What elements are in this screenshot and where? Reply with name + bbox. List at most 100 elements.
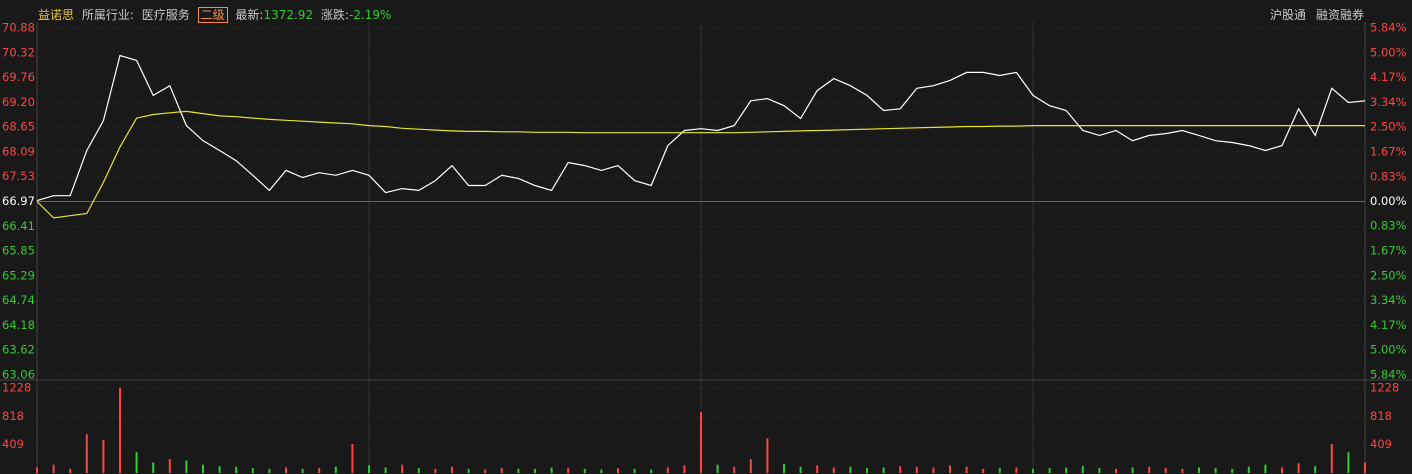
y2-tick-label: 1.67% [1370, 244, 1407, 258]
volume-bar [1164, 468, 1167, 473]
price-line [36, 54, 1366, 202]
y2-tick-label: 3.34% [1370, 95, 1407, 109]
link[interactable]: 融资融券 [1315, 8, 1364, 22]
y-tick-label: 67.53 [2, 169, 35, 183]
volume-bar [1347, 452, 1350, 473]
volume-bar [1198, 467, 1200, 473]
volume-bar [36, 467, 38, 473]
volume-bar [799, 466, 802, 473]
y-tick-label: 69.76 [2, 70, 35, 84]
latest: 1372.92 [263, 8, 314, 22]
volume-bar [401, 464, 404, 473]
volume-bar [417, 468, 420, 473]
volume-bar [1231, 468, 1234, 473]
volume-bar [749, 459, 752, 473]
volume-bar [235, 466, 238, 473]
vol-tick-label: 818 [2, 409, 24, 423]
volume-bar [982, 468, 985, 473]
y2-tick-label: 5.84% [1370, 368, 1407, 382]
volume-bar [766, 438, 769, 473]
vol-tick-label: 409 [1370, 437, 1392, 451]
y-tick-label: 63.62 [2, 343, 35, 357]
y2-tick-label: 4.17% [1370, 70, 1407, 84]
volume-bar [85, 434, 88, 473]
volume-bar [135, 452, 138, 473]
y2-tick-label: 0.00% [1370, 194, 1407, 208]
y-tick-label: 64.18 [2, 318, 35, 332]
y2-tick-label: 5.00% [1370, 45, 1407, 59]
volume-bar [301, 468, 304, 473]
y-tick-label: 69.20 [2, 95, 35, 109]
volume-bar [152, 462, 155, 473]
volume-bar [849, 466, 852, 473]
latest-label: 最新: [235, 8, 264, 22]
vol-tick-label: 1228 [2, 381, 31, 395]
volume-bar [451, 466, 453, 473]
volume-bar [218, 466, 221, 473]
volume-bar [899, 466, 902, 473]
price-line [36, 110, 1365, 219]
y2-tick-label: 0.83% [1370, 169, 1407, 183]
volume-bar [882, 467, 885, 473]
volume-bar [733, 466, 736, 473]
volume-bar [434, 468, 437, 473]
level-tag: 二级 [197, 7, 228, 23]
volume-bar [69, 468, 72, 473]
volume-bar [185, 460, 188, 473]
volume-bar [1032, 468, 1034, 473]
volume-bar [500, 468, 503, 473]
volume-bar [783, 464, 785, 473]
y2-tick-label: 5.84% [1370, 21, 1407, 35]
volume-bar [1214, 468, 1217, 473]
y-tick-label: 65.85 [2, 244, 35, 258]
volume-bar [683, 465, 686, 473]
volume-bar [268, 468, 271, 473]
change-label: 涨跌: [320, 8, 349, 22]
volume-bar [567, 468, 570, 473]
vol-tick-label: 818 [1370, 409, 1392, 423]
volume-bar [534, 468, 536, 473]
y-tick-label: 66.41 [2, 219, 35, 233]
volume-bar [1281, 467, 1283, 473]
volume-bar [666, 467, 669, 473]
y2-tick-label: 2.50% [1370, 268, 1407, 282]
y-tick-label: 70.88 [2, 21, 35, 35]
volume-bar [1065, 467, 1068, 473]
volume-bar [1148, 466, 1151, 473]
vol-tick-label: 1228 [1370, 381, 1399, 395]
volume-bar [1181, 468, 1184, 473]
y-tick-label: 66.97 [2, 194, 35, 208]
y-tick-label: 68.65 [2, 119, 35, 133]
volume-bar [866, 468, 868, 473]
volume-bar [1264, 464, 1267, 473]
volume-bar [932, 467, 935, 473]
volume-bar [965, 466, 968, 473]
volume-bar [517, 468, 520, 473]
volume-bar [1247, 466, 1250, 473]
volume-bar [368, 465, 370, 473]
volume-bar [915, 466, 918, 473]
y2-tick-label: 5.00% [1370, 343, 1407, 357]
volume-bar [52, 464, 55, 473]
volume-bar [318, 468, 321, 473]
volume-bar [650, 469, 653, 473]
volume-bar [1015, 467, 1018, 473]
volume-bar [285, 467, 287, 473]
y-tick-label: 65.29 [2, 269, 35, 283]
volume-bar [617, 468, 619, 473]
volume-bar [1297, 463, 1300, 473]
volume-bar [600, 469, 603, 473]
change: -2.19% [348, 8, 392, 22]
link[interactable]: 沪股通 [1269, 8, 1306, 22]
industry[interactable]: 医疗服务 [141, 8, 190, 22]
volume-bar [119, 388, 121, 473]
volume-bar [1081, 466, 1084, 473]
volume-bar [1115, 468, 1117, 473]
volume-bar [1131, 467, 1134, 473]
volume-bar [1314, 466, 1317, 473]
links: 沪股通 融资融券 [1260, 6, 1364, 23]
volume-bar [102, 439, 105, 473]
volume-bar [716, 464, 719, 473]
